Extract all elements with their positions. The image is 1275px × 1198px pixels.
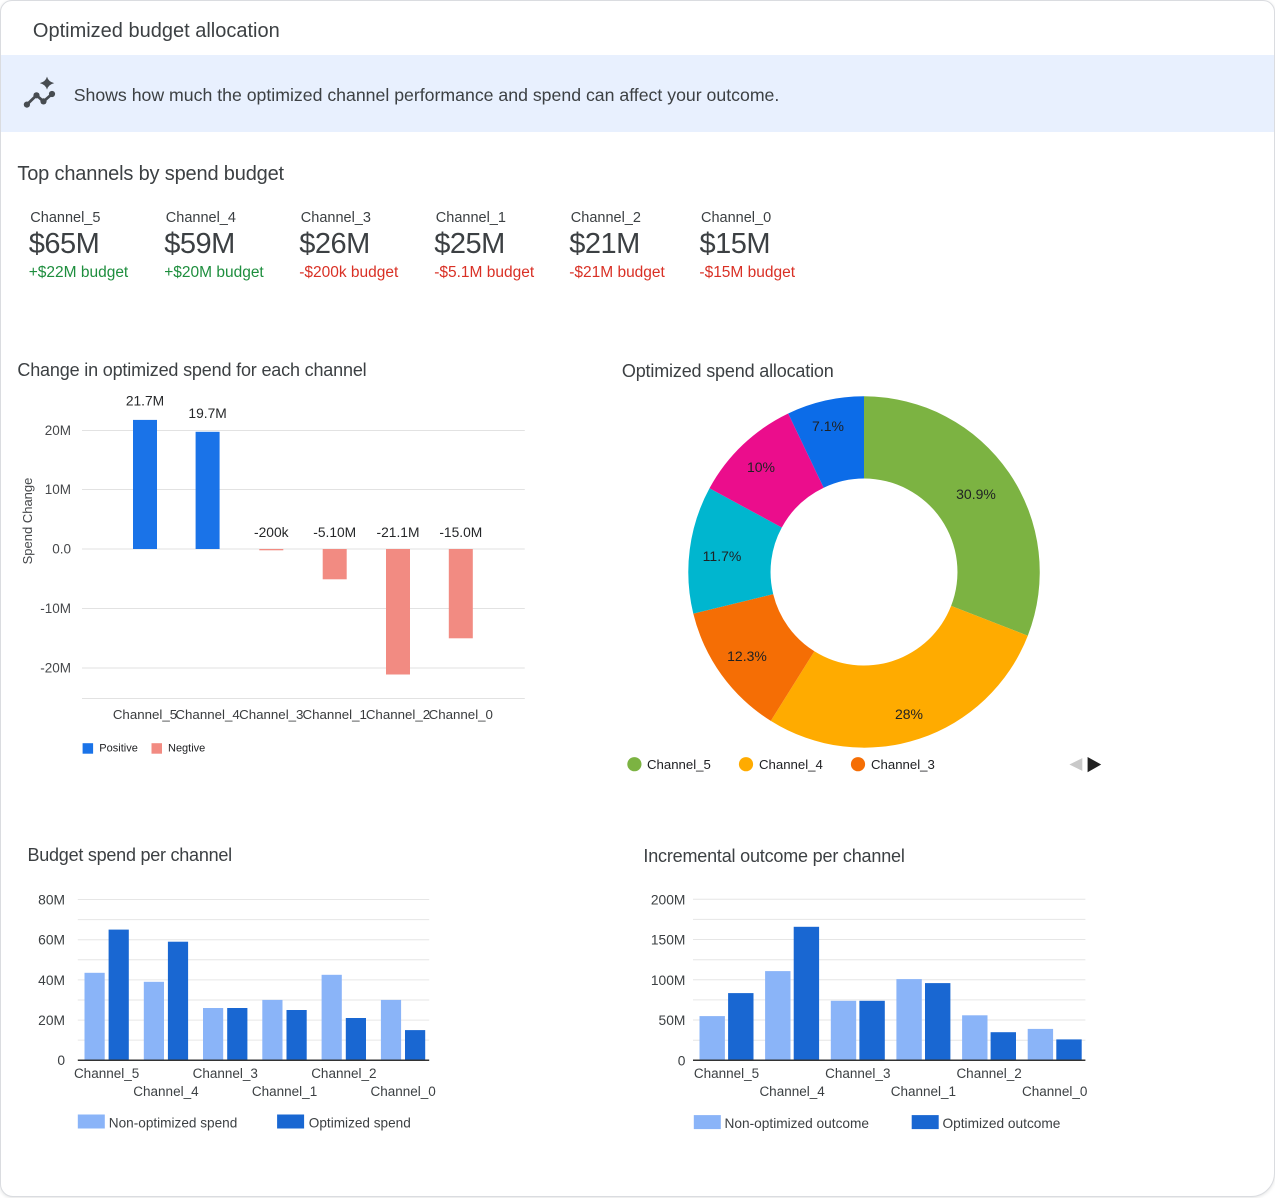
svg-text:Spend Change: Spend Change [20,478,35,565]
svg-text:Channel_2: Channel_2 [366,707,430,722]
svg-text:28%: 28% [895,706,923,722]
svg-text:Channel_3: Channel_3 [871,757,935,772]
svg-text:Channel_4: Channel_4 [175,707,239,722]
svg-text:50M: 50M [659,1013,686,1028]
svg-text:150M: 150M [651,933,686,948]
svg-text:Channel_2: Channel_2 [956,1066,1021,1081]
svg-text:Channel_3: Channel_3 [239,707,303,722]
svg-text:Channel_4: Channel_4 [759,757,823,772]
svg-text:19.7M: 19.7M [188,406,226,421]
svg-text:Non-optimized outcome: Non-optimized outcome [725,1116,870,1131]
svg-text:-15.0M: -15.0M [439,525,482,540]
svg-text:30.9%: 30.9% [956,486,996,502]
svg-text:Channel_3: Channel_3 [193,1066,258,1081]
svg-text:11.7%: 11.7% [703,548,742,564]
svg-text:0: 0 [57,1053,65,1068]
svg-text:-200k: -200k [254,525,289,540]
svg-text:Channel_0: Channel_0 [370,1084,435,1099]
svg-text:Channel_4: Channel_4 [133,1084,199,1099]
svg-text:Channel_5: Channel_5 [113,707,177,722]
svg-text:20M: 20M [38,1013,65,1028]
svg-text:Optimized outcome: Optimized outcome [943,1116,1061,1131]
svg-text:Non-optimized spend: Non-optimized spend [109,1115,237,1130]
svg-text:7.1%: 7.1% [812,418,844,434]
svg-text:Optimized spend: Optimized spend [309,1115,411,1130]
svg-text:Negtive: Negtive [168,743,205,755]
svg-text:10%: 10% [747,459,775,475]
svg-text:21.7M: 21.7M [126,394,164,409]
svg-text:-20M: -20M [40,661,71,676]
svg-text:10M: 10M [45,482,71,497]
svg-text:100M: 100M [651,973,686,988]
svg-text:Channel_1: Channel_1 [891,1084,956,1099]
svg-text:Channel_4: Channel_4 [759,1084,825,1099]
svg-text:Channel_5: Channel_5 [74,1066,139,1081]
svg-text:12.3%: 12.3% [727,648,767,664]
svg-text:80M: 80M [38,893,65,908]
svg-text:-5.10M: -5.10M [313,525,356,540]
svg-text:-10M: -10M [40,601,71,616]
svg-text:0: 0 [678,1053,686,1068]
svg-text:Channel_5: Channel_5 [647,757,711,772]
svg-text:Channel_3: Channel_3 [825,1066,890,1081]
svg-text:60M: 60M [38,933,65,948]
svg-text:Positive: Positive [99,743,138,755]
svg-text:Channel_0: Channel_0 [1022,1084,1087,1099]
svg-text:-21.1M: -21.1M [377,525,420,540]
svg-text:40M: 40M [38,973,65,988]
svg-text:0.0: 0.0 [52,542,71,557]
svg-text:Channel_0: Channel_0 [429,707,493,722]
svg-text:Channel_5: Channel_5 [694,1066,759,1081]
svg-text:Channel_2: Channel_2 [311,1066,376,1081]
svg-text:200M: 200M [651,892,686,907]
svg-text:20M: 20M [45,423,71,438]
svg-text:Channel_1: Channel_1 [303,707,367,722]
svg-text:Channel_1: Channel_1 [252,1084,317,1099]
